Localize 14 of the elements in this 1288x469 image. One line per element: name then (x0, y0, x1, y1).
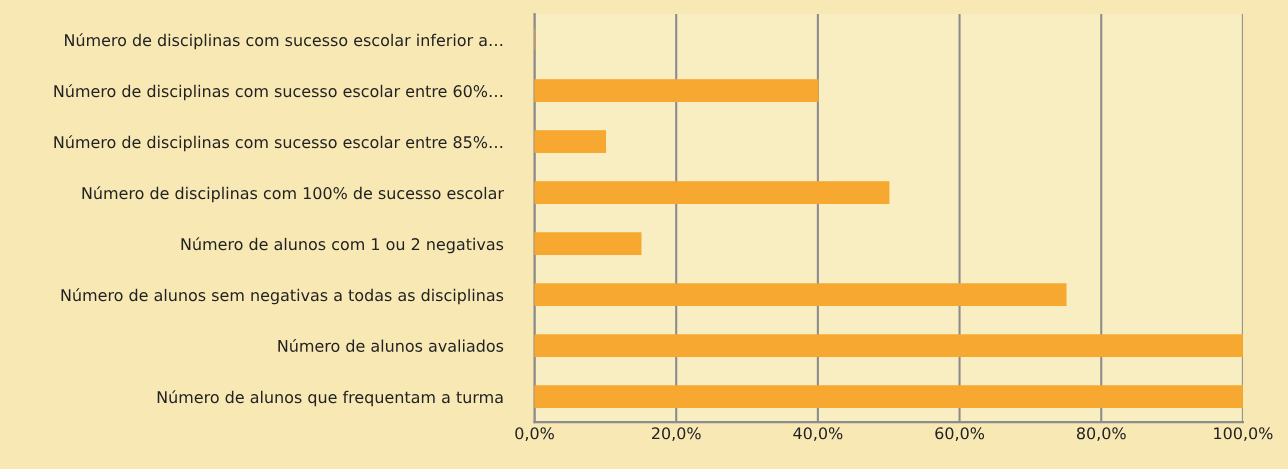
y-tick-label: Número de alunos sem negativas a todas as disciplinas (61, 288, 504, 305)
y-tick-label: Número de alunos que frequentam a turma (157, 390, 503, 407)
y-tick-label: Número de alunos avaliados (278, 338, 504, 352)
x-tick-label: 60,0% (935, 427, 985, 441)
x-tick-label: 20,0% (652, 427, 701, 441)
x-tick-label: 80,0% (1076, 427, 1126, 441)
x-tick-label: 0,0% (515, 427, 554, 441)
x-tick-label: 40,0% (793, 427, 843, 441)
y-tick-label: Número de disciplinas com 100% de sucesso escolar (82, 186, 504, 203)
y-tick-label: Número de alunos com 1 ou 2 negativas (181, 237, 504, 254)
y-tick-label: Número de disciplinas com sucesso escolar entre 60%… (54, 84, 503, 101)
y-tick-label: Número de disciplinas com sucesso escolar inferior a… (65, 33, 503, 50)
y-tick-label: Número de disciplinas com sucesso escolar entre 85%… (54, 135, 503, 152)
x-tick-label: 100,0% (1214, 427, 1273, 441)
